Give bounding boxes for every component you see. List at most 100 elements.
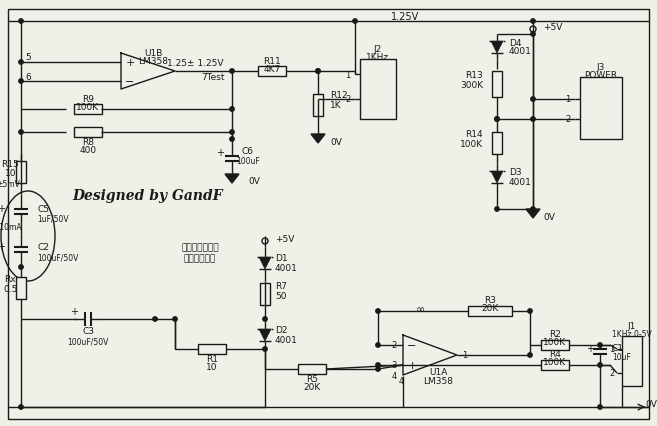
Text: 0V: 0V: [543, 213, 555, 222]
Text: −: −: [407, 340, 417, 350]
Text: 100uF/50V: 100uF/50V: [37, 253, 78, 262]
Text: ∞: ∞: [415, 304, 424, 314]
Circle shape: [531, 98, 535, 102]
Text: 1: 1: [462, 351, 467, 360]
Circle shape: [531, 20, 535, 24]
Text: 20K: 20K: [482, 304, 499, 313]
Circle shape: [531, 207, 535, 212]
Text: LM358: LM358: [138, 56, 168, 65]
Text: +5V: +5V: [275, 235, 294, 244]
Text: R9: R9: [82, 95, 94, 104]
Circle shape: [353, 20, 357, 24]
Text: 10: 10: [5, 169, 16, 178]
Text: 5: 5: [25, 53, 31, 62]
Bar: [260, 283, 270, 305]
Bar: [74, 105, 102, 115]
Text: 1KHz 0-5V: 1KHz 0-5V: [612, 330, 652, 339]
Circle shape: [495, 207, 499, 212]
Bar: [360, 60, 396, 120]
Text: R14: R14: [465, 130, 483, 139]
Text: +: +: [0, 242, 5, 251]
Text: 1: 1: [566, 95, 571, 104]
Bar: [74, 128, 102, 138]
Text: 可以减少误差: 可以减少误差: [184, 254, 216, 263]
Circle shape: [19, 265, 23, 270]
Text: 10: 10: [206, 363, 217, 371]
Text: +5V: +5V: [543, 23, 562, 32]
Text: R15: R15: [1, 160, 19, 169]
Text: R5: R5: [306, 374, 318, 383]
Text: R4: R4: [549, 350, 561, 359]
Text: 6: 6: [25, 72, 31, 81]
Text: LM358: LM358: [423, 377, 453, 386]
Text: D4: D4: [509, 38, 522, 47]
Circle shape: [598, 405, 602, 409]
Text: 100K: 100K: [460, 140, 483, 149]
Text: 4001: 4001: [509, 178, 532, 187]
Polygon shape: [225, 175, 239, 184]
Text: +: +: [70, 306, 78, 316]
Text: 1: 1: [610, 345, 615, 354]
Text: 0V: 0V: [330, 138, 342, 147]
Text: 0.5: 0.5: [4, 285, 18, 294]
Circle shape: [230, 138, 234, 142]
Circle shape: [316, 69, 320, 74]
Text: 4: 4: [392, 371, 397, 380]
Text: 4K7: 4K7: [263, 64, 281, 73]
Text: R3: R3: [484, 296, 496, 305]
Text: +: +: [125, 58, 135, 68]
Circle shape: [230, 69, 234, 74]
Text: 4001: 4001: [509, 47, 532, 56]
Text: D3: D3: [509, 168, 522, 177]
Text: 1K: 1K: [330, 101, 342, 110]
Circle shape: [153, 317, 157, 322]
Text: 100K: 100K: [543, 358, 566, 367]
Text: J1: J1: [628, 322, 636, 331]
Circle shape: [495, 118, 499, 122]
Text: 7Test: 7Test: [201, 73, 225, 82]
Text: D1: D1: [275, 254, 288, 263]
Circle shape: [531, 33, 535, 37]
Text: 2: 2: [346, 95, 351, 104]
Text: 300K: 300K: [460, 81, 483, 90]
Bar: [492, 132, 502, 155]
Text: Rx: Rx: [4, 275, 16, 284]
Polygon shape: [259, 329, 271, 341]
Text: +: +: [0, 204, 5, 213]
Circle shape: [376, 309, 380, 314]
Text: R7: R7: [275, 282, 287, 291]
Text: 100K: 100K: [76, 103, 100, 112]
Text: 100K: 100K: [543, 338, 566, 347]
Text: C2: C2: [37, 243, 49, 252]
Text: R1: R1: [206, 355, 218, 364]
Bar: [258, 67, 286, 77]
Circle shape: [376, 343, 380, 347]
Bar: [313, 95, 323, 117]
Circle shape: [263, 347, 267, 351]
Text: 20K: 20K: [304, 383, 321, 391]
Text: J3: J3: [597, 63, 605, 72]
Text: 100uF: 100uF: [236, 157, 260, 166]
Polygon shape: [491, 42, 503, 54]
Text: 1: 1: [346, 70, 351, 79]
Text: 2: 2: [566, 115, 571, 124]
Circle shape: [19, 405, 23, 409]
Text: −: −: [125, 77, 135, 87]
Text: 1KHz: 1KHz: [367, 53, 390, 62]
Circle shape: [528, 353, 532, 357]
Bar: [298, 364, 326, 374]
Circle shape: [19, 60, 23, 65]
Text: POWER: POWER: [585, 71, 618, 81]
Text: J2: J2: [374, 46, 382, 55]
Text: 0V: 0V: [645, 400, 657, 409]
Text: 这里使用三线制: 这里使用三线制: [181, 243, 219, 252]
Polygon shape: [526, 210, 540, 219]
Bar: [16, 161, 26, 184]
Text: 2: 2: [610, 368, 615, 377]
Bar: [541, 360, 569, 370]
Circle shape: [598, 343, 602, 347]
Text: 10uF: 10uF: [612, 353, 631, 362]
Polygon shape: [311, 135, 325, 144]
Circle shape: [230, 130, 234, 135]
Text: 2: 2: [392, 341, 397, 350]
